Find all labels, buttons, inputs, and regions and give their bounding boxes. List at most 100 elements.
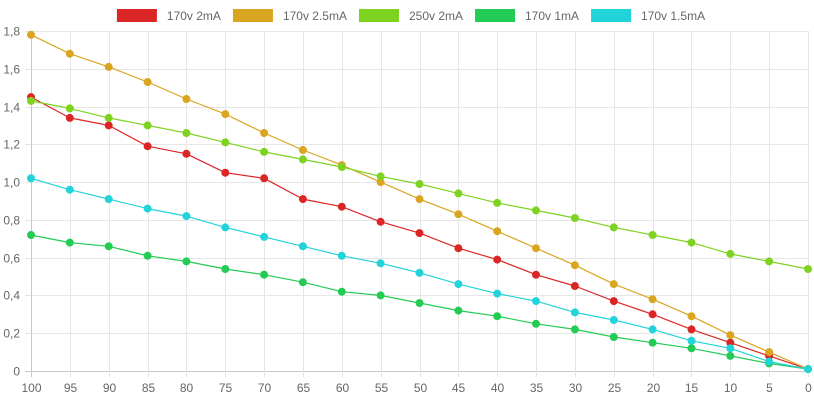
data-point	[337, 251, 346, 260]
x-tick-label: 45	[452, 381, 466, 395]
x-tick-label: 20	[647, 381, 661, 395]
y-tick-label: 0,6	[3, 252, 20, 266]
legend-swatch	[475, 9, 516, 22]
data-point	[687, 344, 696, 353]
data-point	[27, 96, 35, 105]
data-point	[221, 223, 230, 232]
x-tick-label: 85	[142, 381, 156, 395]
data-point	[298, 146, 307, 154]
legend-label: 170v 1.5mA	[641, 9, 705, 23]
data-point	[726, 344, 735, 353]
data-point	[104, 62, 113, 71]
y-tick-label: 1,0	[3, 176, 20, 190]
data-point	[104, 121, 113, 130]
data-point	[415, 195, 424, 204]
data-point	[104, 195, 113, 204]
data-point	[454, 210, 463, 219]
data-point	[27, 174, 35, 183]
data-point	[454, 280, 463, 289]
data-point	[493, 312, 502, 321]
data-point	[532, 244, 540, 253]
x-tick-label: 95	[64, 381, 78, 395]
data-point	[687, 336, 696, 345]
data-point	[415, 229, 424, 238]
legend-label: 170v 2.5mA	[283, 9, 347, 23]
data-point	[143, 204, 152, 213]
data-point	[804, 265, 812, 273]
data-point	[648, 310, 657, 319]
data-point	[648, 231, 657, 239]
data-point	[143, 121, 152, 130]
data-point	[648, 338, 657, 347]
data-point	[687, 325, 696, 334]
x-tick-label: 100	[21, 381, 41, 395]
data-point	[765, 257, 774, 266]
data-point	[415, 299, 424, 307]
x-tick-label: 30	[569, 381, 583, 395]
y-tick-label: 0,4	[3, 289, 20, 303]
data-point	[648, 295, 657, 304]
data-point	[493, 289, 502, 298]
x-tick-label: 65	[297, 381, 311, 395]
data-point	[570, 325, 579, 334]
data-point	[726, 351, 735, 360]
data-point	[221, 168, 230, 177]
data-point	[415, 268, 424, 277]
data-point	[376, 217, 385, 226]
data-point	[726, 249, 735, 258]
data-point	[337, 287, 346, 296]
data-point	[454, 306, 463, 315]
data-point	[609, 223, 618, 232]
data-point	[765, 348, 774, 357]
data-point	[337, 202, 346, 211]
data-point	[221, 138, 230, 147]
data-point	[804, 365, 812, 374]
data-point	[493, 198, 502, 207]
data-point	[65, 238, 74, 247]
data-point	[609, 333, 618, 341]
y-tick-label: 0,2	[3, 327, 20, 341]
data-point	[532, 297, 540, 306]
data-point	[337, 163, 346, 171]
data-point	[415, 180, 424, 188]
data-point	[609, 297, 618, 306]
x-tick-label: 80	[180, 381, 194, 395]
x-tick-label: 70	[258, 381, 272, 395]
x-tick-label: 5	[766, 381, 773, 395]
data-point	[726, 331, 735, 340]
x-tick-label: 0	[805, 381, 812, 395]
data-point	[260, 232, 269, 241]
data-point	[532, 206, 540, 215]
x-tick-label: 75	[219, 381, 233, 395]
data-point	[65, 113, 74, 122]
data-point	[570, 214, 579, 222]
y-tick-label: 1,6	[3, 63, 20, 77]
legend-swatch	[116, 9, 157, 22]
data-point	[221, 265, 230, 273]
data-point	[65, 49, 74, 58]
data-point	[260, 174, 269, 183]
x-tick-label: 25	[608, 381, 622, 395]
data-point	[143, 78, 152, 86]
legend-label: 250v 2mA	[409, 9, 463, 23]
data-point	[609, 316, 618, 324]
data-point	[454, 189, 463, 198]
data-point	[143, 251, 152, 260]
legend-label: 170v 2mA	[167, 9, 221, 23]
y-tick-label: 1,2	[3, 138, 20, 152]
data-point	[182, 212, 191, 221]
x-tick-label: 90	[103, 381, 117, 395]
data-point	[298, 155, 307, 164]
data-point	[65, 185, 74, 194]
data-point	[104, 113, 113, 122]
data-point	[182, 257, 191, 266]
data-point	[493, 255, 502, 264]
data-point	[298, 278, 307, 287]
x-tick-label: 60	[336, 381, 350, 395]
data-point	[532, 270, 540, 279]
data-point	[765, 357, 774, 366]
x-tick-label: 55	[375, 381, 389, 395]
data-point	[221, 110, 230, 119]
